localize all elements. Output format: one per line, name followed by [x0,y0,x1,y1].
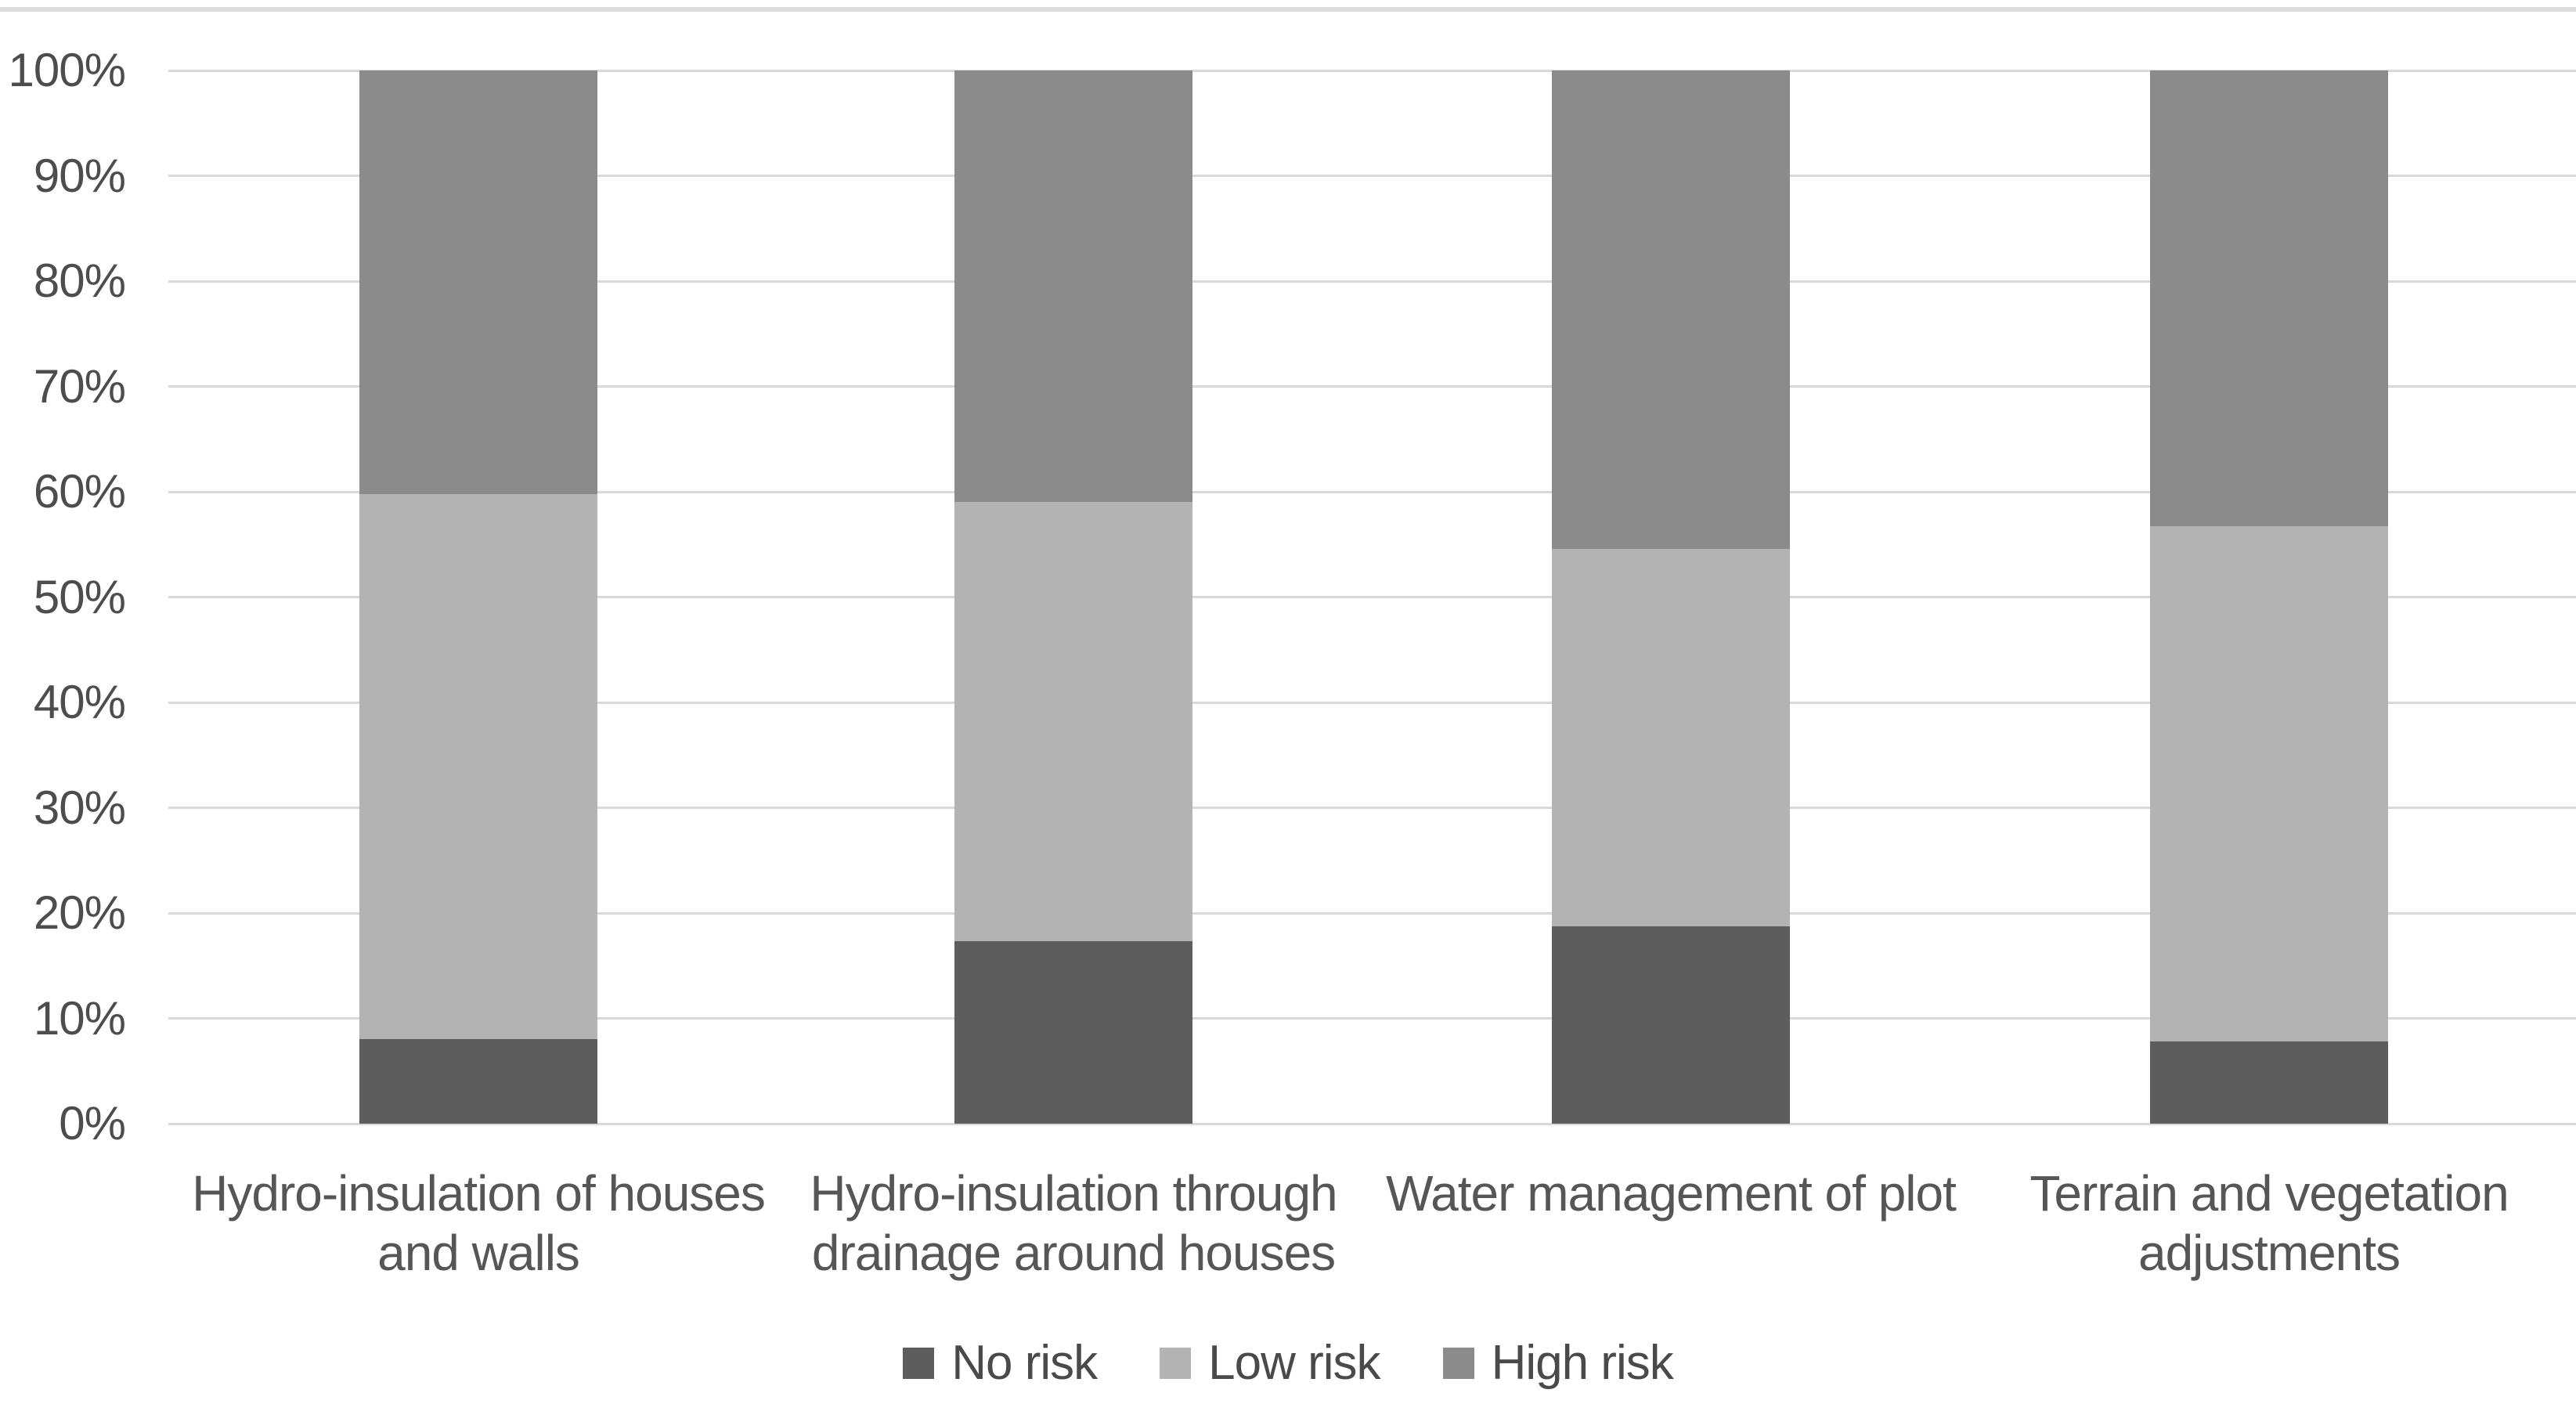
legend-label: No risk [951,1336,1098,1390]
gridline-0% [168,1122,2576,1125]
bar-segment-low-risk [2150,526,2388,1042]
y-tick-label-40%: 40% [33,676,126,728]
bar-segment-no-risk [2150,1041,2388,1124]
x-axis-label-water-management-of-plot: Water management of plot [1386,1165,1957,1222]
x-axis-label-terrain-and-vegetation-adjustments: Terrain and vegetation adjustments [2029,1165,2509,1281]
bar-hydro-insulation-through-drainage-around-houses [954,70,1192,1124]
bar-segment-low-risk [954,502,1192,942]
gridline-100% [168,69,2576,72]
gridline-10% [168,1017,2576,1020]
legend-item-low-risk: Low risk [1160,1336,1381,1390]
bar-segment-high-risk [2150,70,2388,527]
y-tick-label-60%: 60% [33,465,126,518]
gridline-30% [168,807,2576,809]
gridline-60% [168,490,2576,493]
bar-segment-no-risk [954,941,1192,1124]
legend-swatch-icon [1442,1348,1474,1379]
y-tick-label-30%: 30% [33,781,126,834]
bar-segment-no-risk [359,1039,597,1124]
y-tick-label-20%: 20% [33,886,126,939]
y-tick-label-100%: 100% [8,44,126,96]
bar-segment-no-risk [1552,926,1790,1124]
gridline-80% [168,280,2576,283]
bar-hydro-insulation-of-houses-and-walls [359,70,597,1124]
bar-terrain-and-vegetation-adjustments [2150,70,2388,1124]
gridline-50% [168,596,2576,598]
bar-segment-low-risk [1552,548,1790,927]
legend-label: Low risk [1208,1336,1380,1390]
y-tick-label-70%: 70% [33,359,126,413]
legend-item-no-risk: No risk [903,1336,1098,1390]
bar-segment-high-risk [954,70,1192,503]
y-tick-label-0%: 0% [59,1097,126,1150]
gridline-40% [168,701,2576,704]
bar-segment-high-risk [1552,70,1790,549]
legend-item-high-risk: High risk [1442,1336,1674,1390]
x-axis-label-hydro-insulation-of-houses-and-walls: Hydro-insulation of houses and walls [192,1165,766,1281]
bar-segment-high-risk [359,70,597,494]
bar-segment-low-risk [359,493,597,1040]
gridline-20% [168,911,2576,915]
legend-swatch-icon [903,1348,935,1379]
y-tick-label-10%: 10% [33,991,126,1045]
gridline-90% [168,175,2576,177]
x-axis-label-hydro-insulation-through-drainage-around-houses: Hydro-insulation through drainage around… [810,1165,1337,1281]
bar-water-management-of-plot [1552,70,1790,1124]
y-tick-label-50%: 50% [33,570,126,623]
y-tick-label-80%: 80% [33,254,126,307]
legend-swatch-icon [1160,1348,1192,1379]
legend: No risk Low risk High risk [0,1339,2576,1388]
legend-label: High risk [1491,1336,1674,1390]
chart-top-border [0,7,2576,12]
gridline-70% [168,385,2576,388]
y-tick-label-90%: 90% [33,149,126,202]
